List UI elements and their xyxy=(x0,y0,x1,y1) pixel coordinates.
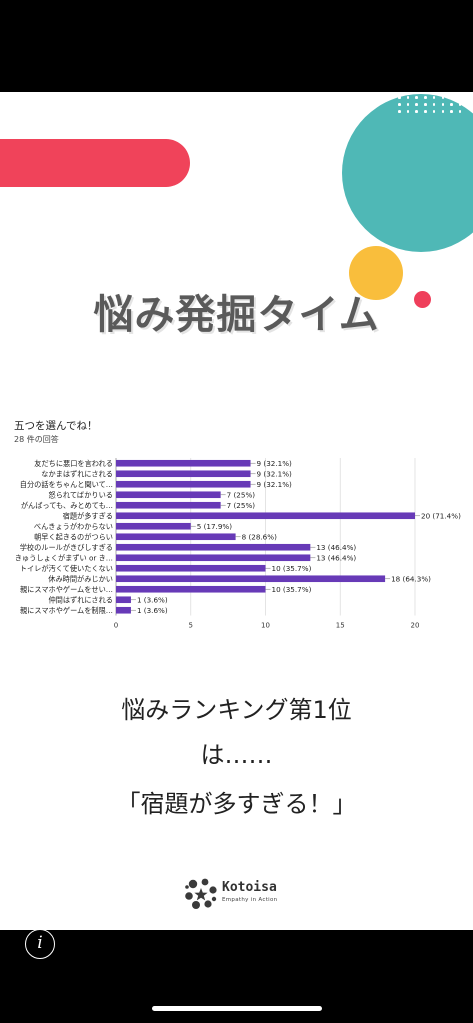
kotoisa-logo-mark-icon xyxy=(185,878,217,909)
slide-title: 悩み発掘タイム xyxy=(93,292,380,338)
info-icon: i xyxy=(37,933,43,953)
value-label: 7 (25%) xyxy=(227,490,256,499)
decorative-dot xyxy=(432,103,436,106)
x-tick-label: 5 xyxy=(189,622,193,630)
bar xyxy=(116,564,266,572)
decorative-dot xyxy=(441,96,445,99)
decorative-dot xyxy=(458,103,462,106)
chart-bars xyxy=(116,459,415,614)
category-label: 親にスマホやゲームを制限… xyxy=(20,606,113,615)
decorative-dot xyxy=(406,103,410,106)
kotoisa-logo: Kotoisa Empathy in Action xyxy=(184,875,294,915)
category-label: なかまはずれにされる xyxy=(41,469,113,478)
value-label: 9 (32.1%) xyxy=(257,459,292,468)
decorative-dot xyxy=(398,96,401,99)
decorative-dot xyxy=(432,96,436,99)
home-indicator[interactable] xyxy=(152,1006,322,1011)
decorative-dot xyxy=(424,103,427,106)
decorative-dot xyxy=(450,110,453,113)
value-label: 9 (32.1%) xyxy=(257,469,292,478)
decorative-dot xyxy=(432,110,436,113)
decorative-dot xyxy=(441,110,445,113)
logo-tagline: Empathy in Action xyxy=(222,897,278,903)
ranking-line-2: は…… xyxy=(200,741,273,769)
chart-category-labels: 友だちに悪口を言われるなかまはずれにされる自分の話をちゃんと聞いて…怒られてばか… xyxy=(15,459,113,615)
value-label: 1 (3.6%) xyxy=(137,595,168,604)
bar xyxy=(116,512,415,520)
category-label: 学校のルールがきびしすぎる xyxy=(20,543,113,552)
value-label: 8 (28.6%) xyxy=(242,532,277,541)
value-label: 13 (46.4%) xyxy=(316,553,356,562)
decorative-dot xyxy=(406,96,410,99)
decorative-dot xyxy=(458,96,462,99)
bar xyxy=(116,554,311,562)
value-label: 5 (17.9%) xyxy=(197,522,232,531)
x-tick-label: 0 xyxy=(114,622,118,630)
bar xyxy=(116,533,236,541)
slide: 悩み発掘タイム 五つを選んでね！ 28 件の回答 友だちに悪口を言われる なかまは… xyxy=(0,92,473,930)
x-tick-label: 20 xyxy=(411,622,420,630)
value-label: 18 (64.3%) xyxy=(391,574,431,583)
chart-value-labels: 9 (32.1%)9 (32.1%)9 (32.1%)7 (25%)7 (25%… xyxy=(130,459,461,615)
decorative-dot xyxy=(415,110,418,113)
bar xyxy=(116,470,251,478)
category-label: 休み時間がみじかい xyxy=(48,574,113,583)
category-label: 自分の話をちゃんと聞いて… xyxy=(20,480,113,489)
category-label: 怒られてばかりいる xyxy=(49,490,113,499)
category-label: 仲間はずれにされる xyxy=(48,595,113,604)
value-label: 1 (3.6%) xyxy=(137,606,168,615)
decorative-dot xyxy=(415,96,418,99)
form-question-title: 五つを選んでね！ xyxy=(14,420,98,432)
value-label: 7 (25%) xyxy=(227,501,256,510)
bar xyxy=(116,501,221,509)
value-label: 20 (71.4%) xyxy=(421,511,461,520)
logo-name: Kotoisa xyxy=(222,880,277,895)
category-label: がんばっても、みとめても… xyxy=(21,501,113,510)
bar xyxy=(116,459,251,467)
bar xyxy=(116,596,131,604)
decorative-dot xyxy=(398,110,401,113)
pink-dot xyxy=(414,291,431,308)
dot-grid-decoration xyxy=(398,96,468,116)
chart-x-ticks: 0 5 10 15 20 xyxy=(114,622,420,630)
bar xyxy=(116,585,266,593)
category-label: 友だちに悪口を言われる xyxy=(34,459,113,468)
value-label: 9 (32.1%) xyxy=(257,480,292,489)
value-label: 10 (35.7%) xyxy=(272,564,312,573)
category-label: きゅうしょくがまずい or き… xyxy=(15,553,113,562)
red-rounded-bar xyxy=(0,139,190,187)
category-label: 朝早く起きるのがつらい xyxy=(34,532,113,541)
ranking-line-3: 「宿題が多すぎる！」 xyxy=(116,790,357,818)
decorative-dot xyxy=(406,110,410,113)
decorative-dot xyxy=(424,96,427,99)
category-label: べんきょうがわからない xyxy=(34,522,113,531)
response-count: 28 件の回答 xyxy=(14,435,59,444)
decorative-dot xyxy=(415,103,418,106)
yellow-circle xyxy=(349,246,403,300)
ranking-line-1: 悩みランキング第1位 xyxy=(121,696,352,724)
decorative-dot xyxy=(424,110,427,113)
decorative-dot xyxy=(441,103,445,106)
category-label: トイレが汚くて使いたくない xyxy=(20,564,113,573)
value-label: 10 (35.7%) xyxy=(272,585,312,594)
info-button[interactable]: i xyxy=(25,929,55,959)
x-tick-label: 15 xyxy=(336,622,345,630)
decorative-dot xyxy=(398,103,401,106)
teal-circle xyxy=(342,94,473,252)
decorative-dot xyxy=(458,110,462,113)
decorative-dot xyxy=(450,103,453,106)
category-label: 親にスマホやゲームをせい… xyxy=(20,585,113,594)
bar xyxy=(116,543,311,551)
decorative-dot xyxy=(450,96,453,99)
bar xyxy=(116,480,251,488)
value-label: 13 (46.4%) xyxy=(316,543,356,552)
category-label: 宿題が多すぎる xyxy=(63,511,113,520)
x-tick-label: 10 xyxy=(261,622,270,630)
survey-bar-chart: 友だちに悪口を言われるなかまはずれにされる自分の話をちゃんと聞いて…怒られてばか… xyxy=(15,458,461,630)
bar xyxy=(116,575,386,583)
bar xyxy=(116,606,131,614)
bar xyxy=(116,491,221,499)
bar xyxy=(116,522,191,530)
